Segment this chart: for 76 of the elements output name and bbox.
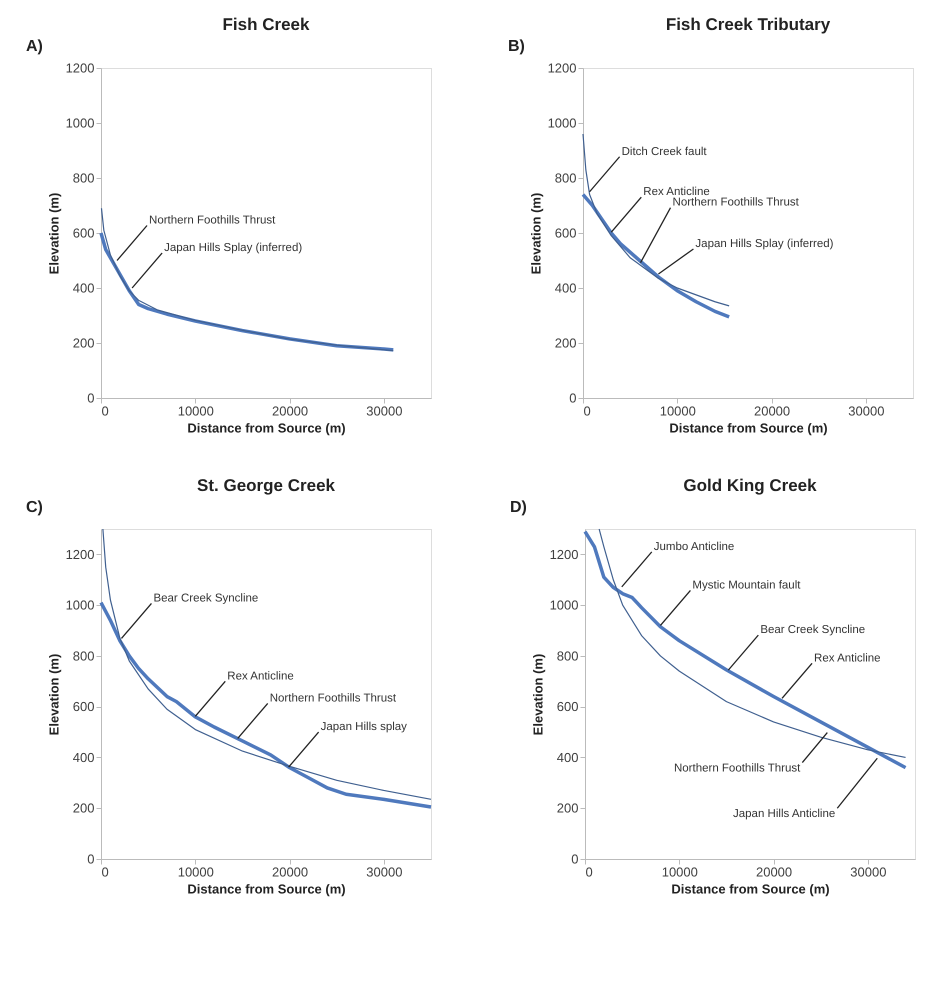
annotation: Jumbo Anticline	[654, 540, 734, 553]
annotation: Japan Hills Splay (inferred)	[164, 242, 302, 254]
x-tick-label: 0	[102, 404, 109, 418]
text: D)	[510, 499, 527, 516]
y-tick-label: 400	[554, 280, 576, 296]
y-tick-label: 1000	[548, 116, 576, 130]
x-tick-label: 30000	[366, 864, 402, 880]
y-tick-label: 400	[556, 750, 578, 765]
annotation: Northern Foothills Thrust	[270, 692, 397, 704]
annotation: Japan Hills splay	[320, 721, 408, 734]
x-tick-label: 10000	[178, 864, 214, 880]
y-tick-label: 400	[72, 750, 94, 765]
y-tick-label: 1200	[66, 546, 94, 562]
chart-title: Fish Creek Tributary	[666, 15, 831, 34]
y-tick-label: 800	[556, 648, 578, 664]
y-tick-label: 200	[72, 800, 94, 816]
x-tick-label: 10000	[660, 404, 696, 418]
x-tick-label: 20000	[272, 404, 308, 418]
annotation: Japan Hills Anticline	[733, 808, 836, 820]
annotation: Ditch Creek fault	[622, 146, 708, 158]
x-tick-label: 20000	[272, 864, 308, 880]
annotation: Northern Foothills Thrust	[149, 214, 276, 226]
annotation: Rex Anticline	[227, 670, 294, 682]
annotation: Rex Anticline	[814, 652, 881, 664]
x-tick-label: 0	[584, 404, 591, 418]
y-tick-label: 600	[72, 699, 94, 714]
y-axis-title: Elevation (m)	[46, 654, 62, 736]
x-tick-label: 0	[586, 864, 593, 880]
x-tick-label: 0	[102, 864, 109, 880]
chart-title: Gold King Creek	[683, 476, 818, 495]
y-tick-label: 0	[571, 852, 578, 866]
x-axis-title: Distance from Source (m)	[669, 420, 828, 436]
x-tick-label: 10000	[178, 404, 214, 418]
annotation: Bear Creek Syncline	[760, 624, 866, 636]
annotation: Rex Anticline	[643, 186, 710, 198]
y-tick-label: 1200	[548, 60, 576, 76]
y-tick-label: 800	[72, 170, 94, 186]
y-axis-title: Elevation (m)	[530, 654, 546, 736]
y-tick-label: 200	[72, 336, 94, 350]
x-axis-title: Distance from Source (m)	[187, 420, 346, 436]
y-tick-label: 600	[72, 226, 94, 240]
x-tick-label: 20000	[756, 864, 792, 880]
y-axis-title: Elevation (m)	[46, 192, 62, 274]
chart-title: Fish Creek	[222, 15, 310, 34]
x-tick-label: 30000	[848, 404, 884, 418]
y-tick-label: 0	[87, 852, 94, 866]
y-tick-label: 200	[554, 336, 576, 350]
text: A)	[26, 38, 43, 55]
y-tick-label: 0	[87, 390, 94, 406]
text: C)	[26, 499, 43, 516]
y-tick-label: 400	[72, 280, 94, 296]
y-tick-label: 800	[72, 648, 94, 664]
x-tick-label: 20000	[754, 404, 790, 418]
annotation: Mystic Mountain fault	[692, 579, 802, 592]
y-tick-label: 1200	[66, 60, 94, 76]
x-tick-label: 30000	[366, 404, 402, 418]
x-tick-label: 30000	[850, 864, 886, 880]
chart-title: St. George Creek	[197, 476, 336, 495]
x-axis-title: Distance from Source (m)	[187, 882, 346, 896]
y-tick-label: 600	[556, 699, 578, 714]
y-tick-label: 1000	[66, 598, 94, 613]
annotation: Bear Creek Syncline	[153, 592, 258, 604]
y-tick-label: 800	[554, 170, 576, 186]
annotation: Northern Foothills Thrust	[672, 196, 800, 209]
text: B)	[508, 38, 525, 55]
y-tick-label: 1000	[550, 598, 578, 613]
y-tick-label: 1000	[66, 116, 94, 130]
y-tick-label: 600	[554, 226, 576, 240]
y-tick-label: 200	[556, 800, 578, 816]
x-axis-title: Distance from Source (m)	[671, 882, 830, 896]
annotation: Japan Hills Splay (inferred)	[695, 238, 834, 250]
annotation: Northern Foothills Thrust	[674, 762, 802, 775]
y-tick-label: 1200	[550, 546, 578, 562]
y-tick-label: 0	[569, 390, 576, 406]
y-axis-title: Elevation (m)	[528, 192, 544, 274]
x-tick-label: 10000	[662, 864, 698, 880]
